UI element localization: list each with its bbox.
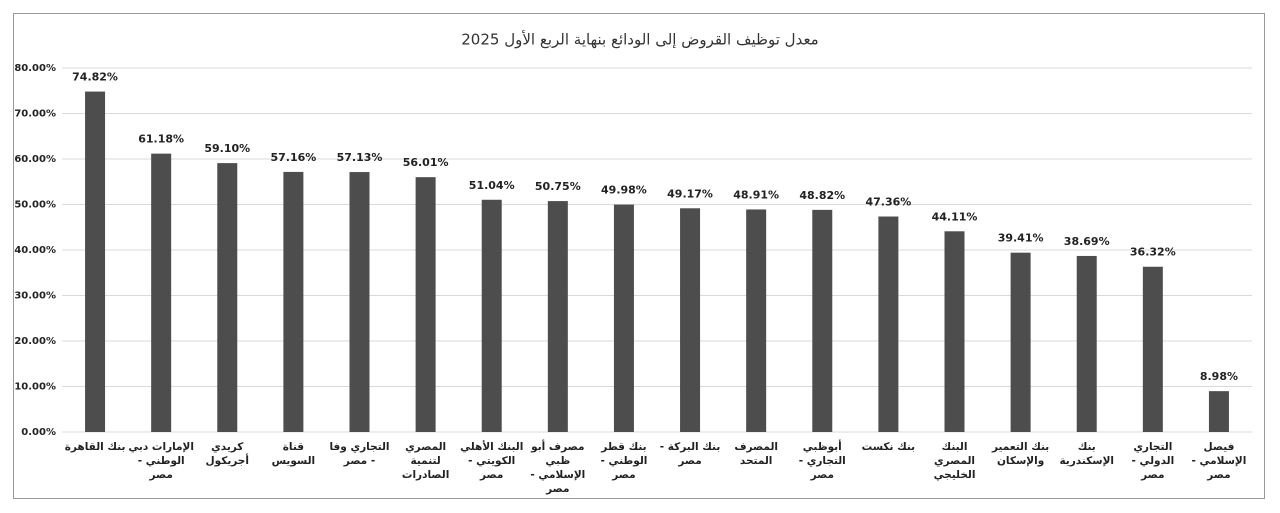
x-tick-label: أبوظبي التجاري - مصر [798, 441, 846, 481]
y-tick-label: 10.00% [14, 382, 56, 393]
bar [481, 199, 502, 432]
bar [349, 172, 370, 432]
value-label: 48.91% [733, 188, 779, 201]
y-tick-label: 50.00% [14, 200, 56, 211]
value-label: 61.18% [138, 133, 184, 146]
x-tick-label: بنك قطر الوطني - مصر [600, 441, 648, 481]
x-tick-label: الإمارات دبي الوطني - مصر [128, 441, 194, 481]
bar [547, 201, 568, 432]
value-label: 48.82% [799, 189, 845, 202]
x-tick-label: بنك البركة - مصر [659, 441, 721, 467]
x-tick-label: كريدي أجريكول [205, 441, 249, 467]
bar [878, 216, 899, 432]
bar [1208, 391, 1229, 432]
x-tick-label: فيصل الإسلامي - مصر [1191, 441, 1247, 481]
y-tick-label: 30.00% [14, 291, 56, 302]
value-label: 8.98% [1200, 370, 1238, 383]
bar [1010, 252, 1031, 432]
value-label: 59.10% [204, 142, 250, 155]
bar [283, 171, 304, 432]
y-tick-label: 0.00% [21, 427, 56, 438]
value-label: 74.82% [72, 71, 118, 84]
bar [812, 209, 833, 432]
x-tick-label: البنك الأهلي الكويتي - مصر [460, 441, 524, 481]
value-label: 51.04% [469, 179, 515, 192]
x-tick-label: مصرف أبو ظبي الإسلامي - مصر [530, 441, 586, 495]
x-tick-label: المصرف المتحد [734, 441, 778, 467]
bar [85, 91, 106, 432]
x-tick-label: بنك التعمير والإسكان [991, 441, 1050, 467]
x-tick-label: التجاري الدولي - مصر [1131, 441, 1175, 481]
bar [1076, 255, 1097, 432]
y-tick-label: 80.00% [14, 63, 56, 74]
chart-frame [13, 13, 1265, 499]
y-tick-label: 60.00% [14, 154, 56, 165]
value-label: 44.11% [932, 210, 978, 223]
x-tick-label: البنك المصري الخليجي [933, 441, 976, 481]
value-label: 57.16% [270, 151, 316, 164]
bar [944, 231, 965, 432]
bar [680, 208, 701, 432]
x-tick-label: التجاري وفا - مصر [329, 441, 390, 467]
value-label: 39.41% [998, 232, 1044, 245]
x-tick-label: بنك القاهرة [64, 441, 126, 453]
value-label: 47.36% [865, 196, 911, 209]
x-tick-label: بنك الإسكندرية [1059, 441, 1114, 467]
value-label: 38.69% [1064, 235, 1110, 248]
bar [151, 153, 172, 433]
y-tick-label: 20.00% [14, 336, 56, 347]
bar [217, 163, 238, 432]
chart-title: معدل توظيف القروض إلى الودائع بنهاية الر… [461, 30, 818, 49]
y-tick-label: 40.00% [14, 245, 56, 256]
x-tick-label: المصري لتنمية الصادرات [401, 441, 450, 481]
bar [1142, 266, 1163, 432]
x-tick-label: قناة السويس [271, 441, 316, 467]
bar [613, 204, 634, 432]
value-label: 50.75% [535, 180, 581, 193]
bar [746, 209, 767, 432]
value-label: 49.98% [601, 184, 647, 197]
value-label: 56.01% [403, 156, 449, 169]
x-tick-label: بنك نكست [861, 441, 916, 453]
value-label: 49.17% [667, 187, 713, 200]
y-tick-label: 70.00% [14, 109, 56, 120]
bar [415, 177, 436, 432]
value-label: 36.32% [1130, 246, 1176, 259]
value-label: 57.13% [337, 151, 383, 164]
